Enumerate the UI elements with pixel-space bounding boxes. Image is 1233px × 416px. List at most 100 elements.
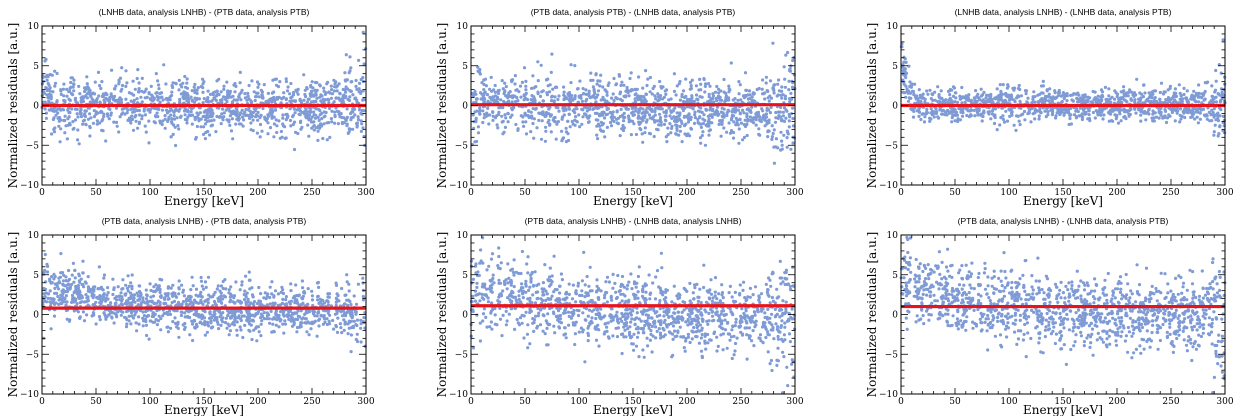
data-point	[478, 112, 482, 116]
data-point	[564, 107, 568, 111]
data-point	[221, 320, 225, 324]
data-point	[282, 331, 286, 335]
data-point	[764, 112, 769, 116]
data-point	[575, 120, 579, 124]
data-point	[45, 93, 49, 97]
data-point	[232, 111, 236, 116]
data-point	[519, 95, 523, 99]
data-point	[1168, 86, 1172, 90]
data-point	[643, 131, 647, 135]
data-point	[588, 114, 592, 118]
data-point	[149, 295, 153, 299]
data-point	[229, 285, 233, 289]
data-point	[545, 112, 549, 116]
data-point	[176, 124, 180, 128]
data-point	[161, 98, 165, 102]
data-point	[783, 85, 788, 89]
data-point	[567, 107, 572, 111]
data-point	[495, 114, 499, 118]
data-point	[1031, 95, 1035, 99]
data-point	[1116, 121, 1121, 125]
data-point	[678, 129, 683, 133]
data-point	[774, 116, 778, 120]
data-point	[253, 98, 257, 103]
data-point	[173, 125, 177, 129]
data-point	[243, 96, 247, 100]
data-point	[1128, 108, 1132, 112]
data-point	[720, 118, 725, 122]
data-point	[748, 118, 753, 122]
data-point	[727, 109, 731, 113]
data-point	[765, 122, 769, 126]
data-point	[779, 148, 783, 152]
data-point	[305, 330, 309, 334]
data-point	[1018, 123, 1022, 127]
data-point	[185, 99, 189, 103]
data-point	[46, 81, 50, 86]
data-point	[334, 96, 338, 100]
y-tick-label: 10	[28, 22, 40, 32]
data-point	[296, 131, 300, 136]
data-point	[353, 107, 357, 111]
data-point	[601, 110, 605, 114]
data-point	[259, 334, 263, 338]
data-point	[1213, 123, 1217, 127]
data-point	[1093, 116, 1097, 120]
data-point	[1066, 109, 1070, 113]
data-point	[965, 107, 969, 111]
data-point	[779, 130, 783, 134]
data-point	[601, 95, 605, 99]
data-point	[1026, 112, 1030, 116]
data-point	[215, 114, 219, 119]
data-point	[698, 77, 702, 81]
data-point	[1214, 100, 1218, 104]
data-point	[480, 81, 484, 85]
data-point	[647, 113, 652, 117]
data-point	[300, 110, 304, 114]
data-point	[254, 115, 258, 119]
data-point	[1125, 110, 1129, 114]
data-point	[657, 98, 661, 102]
data-point	[1193, 117, 1197, 121]
data-point	[247, 108, 251, 112]
data-point	[684, 77, 688, 81]
data-point	[698, 136, 703, 140]
data-point	[137, 121, 141, 126]
data-point	[471, 94, 476, 98]
data-point	[495, 123, 499, 127]
data-point	[54, 109, 58, 113]
data-point	[758, 118, 762, 122]
x-tick-label: 100	[141, 188, 158, 198]
data-point	[909, 107, 913, 111]
data-point	[702, 113, 706, 117]
data-point	[257, 82, 261, 86]
data-point	[192, 298, 197, 302]
data-point	[171, 132, 175, 136]
data-point	[772, 161, 777, 165]
data-point	[243, 289, 247, 293]
data-point	[654, 97, 658, 101]
data-point	[963, 100, 967, 104]
data-point	[750, 95, 754, 99]
data-point	[79, 106, 83, 110]
data-point	[646, 77, 650, 81]
data-point	[1013, 100, 1017, 104]
data-point	[766, 135, 770, 139]
data-point	[485, 93, 490, 97]
data-point	[560, 115, 565, 119]
data-point	[524, 84, 528, 88]
data-point	[689, 115, 693, 119]
data-point	[62, 118, 66, 123]
data-point	[664, 111, 668, 115]
data-point	[692, 121, 697, 125]
data-point	[618, 97, 623, 101]
data-point	[773, 83, 777, 87]
data-point	[764, 75, 769, 79]
data-point	[318, 109, 322, 113]
data-point	[334, 106, 338, 110]
data-point	[1041, 79, 1045, 83]
data-point	[1023, 89, 1028, 93]
panel-title: (LNHB data, analysis LNHB) - (PTB data, …	[99, 7, 310, 17]
data-point	[952, 100, 956, 104]
data-point	[265, 303, 269, 307]
